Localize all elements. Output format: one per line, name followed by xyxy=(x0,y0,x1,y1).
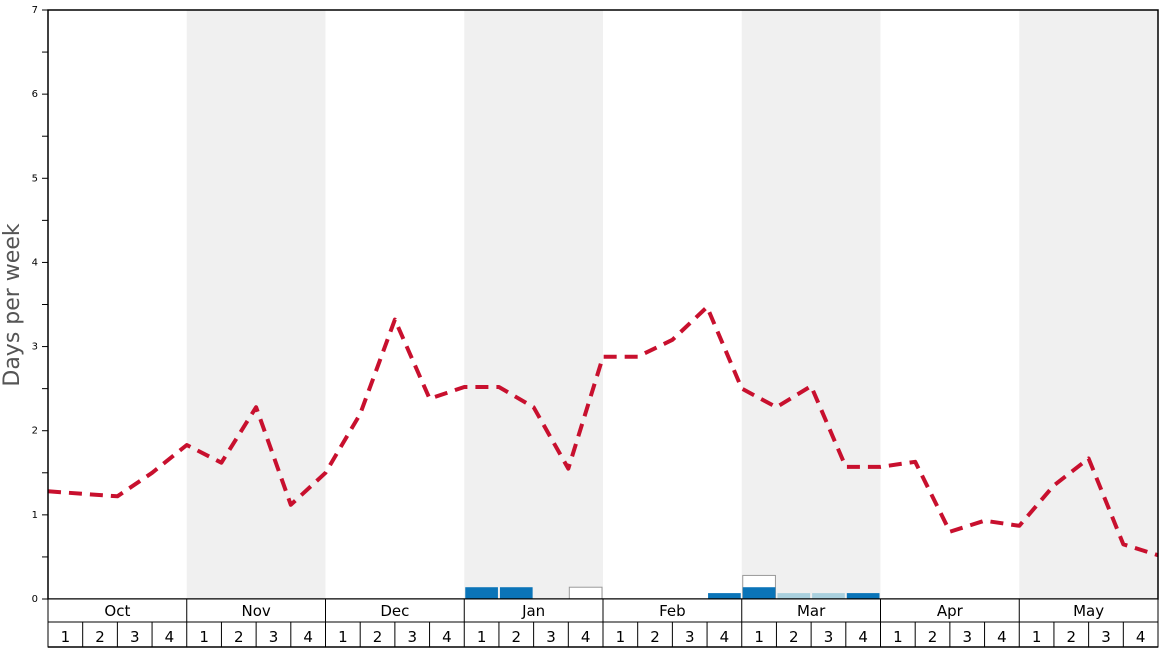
month-label-mar: Mar xyxy=(797,602,826,620)
week-label: 4 xyxy=(581,628,591,646)
week-label: 4 xyxy=(997,628,1007,646)
week-label: 3 xyxy=(269,628,279,646)
week-label: 2 xyxy=(1067,628,1077,646)
week-bar xyxy=(708,593,741,599)
week-bar xyxy=(465,587,498,599)
shaded-month-may xyxy=(1019,10,1158,599)
week-bar xyxy=(812,593,845,599)
week-label: 4 xyxy=(303,628,313,646)
y-tick-label: 7 xyxy=(32,5,38,16)
week-label: 1 xyxy=(754,628,764,646)
week-label: 4 xyxy=(1136,628,1146,646)
week-label: 2 xyxy=(234,628,244,646)
y-tick-label: 2 xyxy=(32,426,38,437)
week-label: 1 xyxy=(893,628,903,646)
week-label: 4 xyxy=(442,628,452,646)
week-bar xyxy=(499,587,533,599)
y-tick-label: 1 xyxy=(32,510,38,521)
month-label-jan: Jan xyxy=(521,602,545,620)
week-label: 4 xyxy=(720,628,730,646)
week-label: 1 xyxy=(61,628,71,646)
shaded-month-mar xyxy=(741,10,881,599)
week-label: 2 xyxy=(928,628,938,646)
y-tick-label: 0 xyxy=(32,594,38,605)
week-bar-outline xyxy=(568,586,603,600)
y-axis-label: Days per week xyxy=(0,223,25,386)
axis-layer xyxy=(42,9,1159,648)
week-label: 4 xyxy=(858,628,868,646)
week-label: 3 xyxy=(962,628,972,646)
week-label: 1 xyxy=(477,628,487,646)
month-label-may: May xyxy=(1073,602,1104,620)
y-tick-label: 6 xyxy=(32,89,38,100)
week-label: 2 xyxy=(95,628,105,646)
shaded-month-nov xyxy=(186,10,326,599)
week-label: 2 xyxy=(373,628,383,646)
week-label: 3 xyxy=(824,628,834,646)
y-tick-label: 5 xyxy=(32,173,38,184)
week-label: 3 xyxy=(407,628,417,646)
month-label-apr: Apr xyxy=(937,602,964,620)
week-label: 1 xyxy=(338,628,348,646)
month-label-feb: Feb xyxy=(659,602,686,620)
week-label: 3 xyxy=(685,628,695,646)
month-label-oct: Oct xyxy=(104,602,130,620)
week-label: 2 xyxy=(512,628,522,646)
week-bar xyxy=(777,593,811,599)
week-label: 1 xyxy=(199,628,209,646)
week-label: 2 xyxy=(650,628,660,646)
month-label-nov: Nov xyxy=(241,602,270,620)
y-tick-label: 3 xyxy=(32,342,38,353)
month-label-dec: Dec xyxy=(380,602,409,620)
week-label: 3 xyxy=(1101,628,1111,646)
week-label: 4 xyxy=(165,628,175,646)
week-label: 2 xyxy=(789,628,799,646)
shaded-month-jan xyxy=(464,10,603,599)
days-per-week-line xyxy=(47,305,1159,558)
y-tick-label: 4 xyxy=(32,257,38,268)
week-bar xyxy=(846,593,880,599)
week-label: 1 xyxy=(1032,628,1042,646)
week-label: 3 xyxy=(130,628,140,646)
week-label: 3 xyxy=(546,628,556,646)
bar-layer xyxy=(465,574,880,600)
line-layer xyxy=(47,305,1159,558)
shade-layer xyxy=(186,10,1158,599)
label-layer: 0 1 2 3 4 5 6 7 Oct 1 2 3 4 Nov 1 2 3 4 Dec 1 2 3 4 Jan 1 2 3 4 Feb 1… xyxy=(32,5,1146,646)
week-bar xyxy=(742,587,776,599)
week-label: 1 xyxy=(616,628,626,646)
